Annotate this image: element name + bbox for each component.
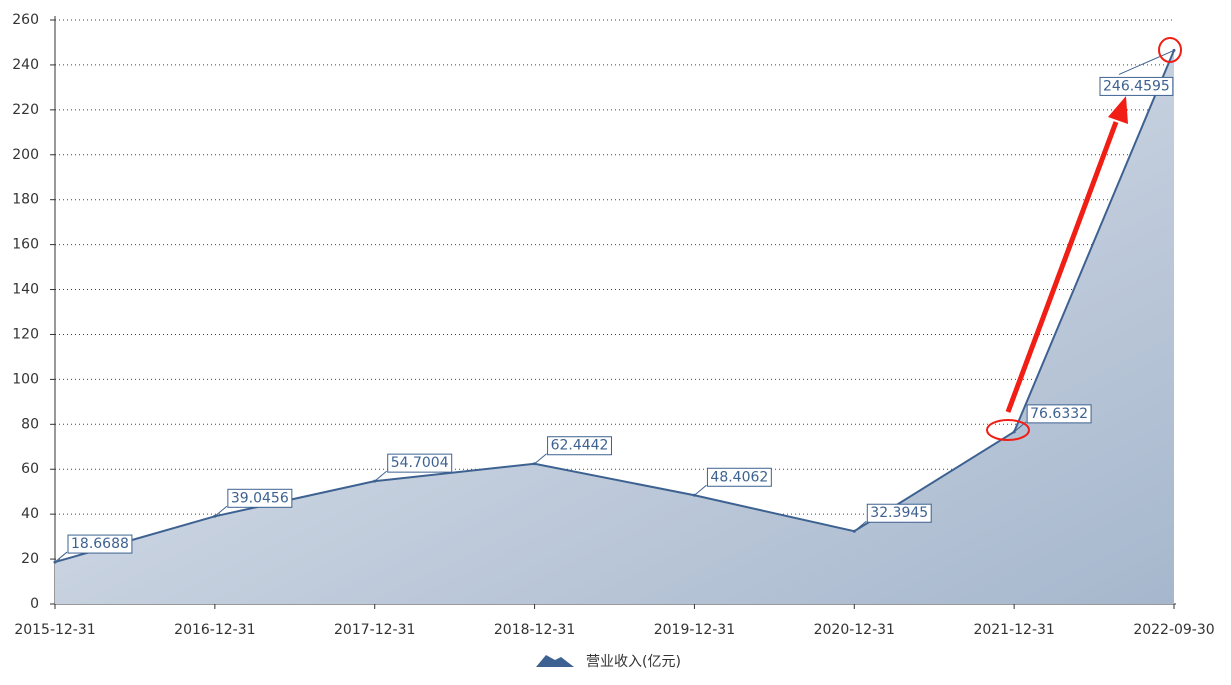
- point: [373, 479, 377, 483]
- data-label-text: 246.4595: [1103, 78, 1170, 94]
- data-label: 18.6688: [53, 534, 133, 564]
- x-tick-label: 2020-12-31: [814, 622, 895, 638]
- point: [1172, 48, 1176, 52]
- y-tick-label: 220: [12, 102, 39, 118]
- data-label-text: 32.3945: [870, 505, 928, 521]
- y-tick-label: 160: [12, 237, 39, 253]
- point: [692, 493, 696, 497]
- label-box: [227, 488, 293, 508]
- x-tick-label: 2022-09-30: [1133, 622, 1214, 638]
- point: [533, 462, 537, 466]
- legend-label: 营业收入(亿元): [586, 654, 681, 670]
- line: [54, 50, 1175, 564]
- y-tick-label: 40: [21, 506, 39, 522]
- data-label: 62.4442: [533, 436, 612, 466]
- point: [213, 514, 217, 518]
- label-leader: [694, 484, 707, 496]
- label-box: [866, 503, 932, 523]
- label-leader: [1118, 49, 1175, 75]
- data-label: 76.6332: [1012, 404, 1092, 434]
- point: [852, 529, 856, 533]
- label-leader: [853, 520, 867, 532]
- data-label: 48.4062: [692, 467, 772, 497]
- y-tick-label: 120: [12, 326, 39, 342]
- arrow-shaft: [1005, 121, 1119, 413]
- y-tick-label: 0: [30, 596, 39, 612]
- x-tick-label: 2018-12-31: [494, 622, 575, 638]
- point: [53, 560, 57, 564]
- y-tick-label: 260: [12, 12, 39, 28]
- label-box: [1026, 404, 1092, 424]
- data-label: 39.0456: [213, 488, 293, 518]
- data-label: 54.7004: [373, 453, 453, 483]
- x-tick-label: 2016-12-31: [174, 622, 255, 638]
- y-tick-label: 200: [12, 147, 39, 163]
- label-box: [706, 467, 772, 487]
- data-label-text: 62.4442: [551, 438, 609, 454]
- highlight-circle: [1158, 37, 1182, 63]
- label-leader: [214, 505, 228, 517]
- x-tick-label: 2021-12-31: [973, 622, 1054, 638]
- y-tick-label: 180: [12, 192, 39, 208]
- label-leader: [54, 551, 68, 563]
- y-tick-label: 80: [21, 416, 39, 432]
- data-label-text: 48.4062: [710, 469, 768, 485]
- y-tick-label: 100: [12, 371, 39, 387]
- legend-item: 营业收入(亿元): [536, 654, 681, 670]
- y-tick-label: 240: [12, 57, 39, 73]
- data-label-text: 39.0456: [231, 490, 289, 506]
- x-tick-label: 2019-12-31: [654, 622, 735, 638]
- highlight-ellipse: [986, 419, 1030, 441]
- label-box: [1099, 76, 1174, 96]
- legend-icon: [536, 655, 574, 667]
- label-leader: [374, 470, 388, 482]
- label-box: [67, 534, 133, 554]
- y-tick-label: 20: [21, 551, 39, 567]
- data-label-text: 76.6332: [1030, 406, 1088, 422]
- data-label-text: 54.7004: [391, 455, 449, 471]
- label-box: [387, 453, 453, 473]
- arrow-head: [1108, 96, 1128, 124]
- data-label: 246.4595: [1099, 48, 1176, 96]
- point: [1012, 430, 1016, 434]
- x-tick-label: 2017-12-31: [334, 622, 415, 638]
- data-label-text: 18.6688: [71, 536, 129, 552]
- data-label: 32.3945: [852, 503, 932, 533]
- x-tick-label: 2015-12-31: [14, 622, 95, 638]
- y-tick-label: 60: [21, 461, 39, 477]
- y-tick-label: 140: [12, 282, 39, 298]
- annotation: [986, 37, 1182, 441]
- label-leader: [534, 453, 547, 465]
- label-box: [547, 436, 612, 456]
- area: [55, 50, 1174, 604]
